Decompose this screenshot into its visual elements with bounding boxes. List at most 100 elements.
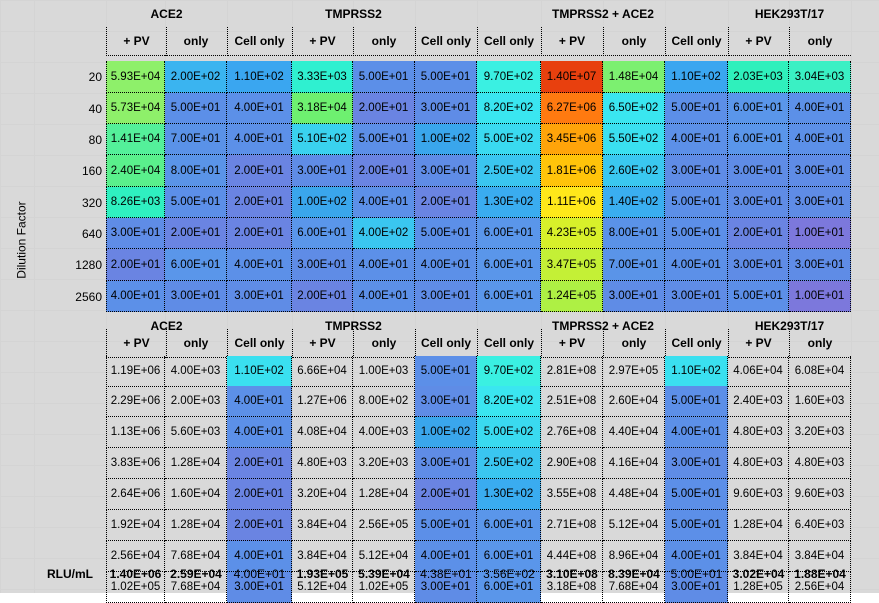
rlu-value: 3.02E+04 <box>732 567 785 581</box>
value-cell: 1.28E+04 <box>353 479 415 510</box>
group-header: ACE2 <box>150 7 183 21</box>
value-cell: 6.66E+04 <box>292 356 353 387</box>
heatmap-cell: 4.00E+01 <box>415 249 477 281</box>
value-cell: 4.80E+03 <box>292 448 353 479</box>
column-header: only <box>789 27 851 56</box>
heatmap-cell: 5.10E+02 <box>292 124 353 155</box>
rlu-value: 2.59E+04 <box>170 567 222 581</box>
heatmap-cell: 3.00E+01 <box>415 281 477 312</box>
column-header-lower: only <box>603 329 666 358</box>
column-header: only <box>353 27 416 56</box>
heatmap-cell: 4.00E+01 <box>227 124 292 155</box>
value-cell: 2.64E+06 <box>106 479 165 510</box>
value-cell: 2.51E+08 <box>541 386 603 417</box>
column-header-lower: only <box>353 329 416 358</box>
heatmap-cell: 3.00E+01 <box>292 249 353 281</box>
value-cell: 4.80E+03 <box>728 417 789 448</box>
heatmap-cell: 2.00E+02 <box>165 61 227 93</box>
value-cell: 6.00E+01 <box>477 541 541 572</box>
heatmap-cell: 6.27E+06 <box>541 93 603 124</box>
value-cell: 4.16E+04 <box>603 448 665 479</box>
heatmap-cell: 7.00E+01 <box>603 249 665 281</box>
heatmap-cell: 5.00E+01 <box>665 187 728 218</box>
heatmap-cell: 2.00E+01 <box>227 155 292 187</box>
heatmap-cell: 8.26E+03 <box>106 187 165 218</box>
value-cell: 3.84E+04 <box>292 510 353 541</box>
heatmap-cell: 5.00E+01 <box>728 281 789 312</box>
value-cell: 2.97E+05 <box>603 356 665 387</box>
heatmap-cell: 4.00E+01 <box>353 187 415 218</box>
value-cell: 9.60E+03 <box>728 479 789 510</box>
value-cell: 5.00E+02 <box>477 417 541 448</box>
value-cell: 5.12E+04 <box>353 541 415 572</box>
value-cell: 8.00E+02 <box>353 386 415 417</box>
heatmap-cell: 7.00E+01 <box>165 124 227 155</box>
rlu-value: 5.39E+04 <box>358 567 410 581</box>
column-header-lower: Cell only <box>415 329 478 358</box>
column-header: Cell only <box>415 27 478 56</box>
heatmap-cell: 6.00E+01 <box>477 249 541 281</box>
heatmap-cell: 4.00E+01 <box>665 124 728 155</box>
heatmap-cell: 3.00E+01 <box>603 281 665 312</box>
heatmap-cell: 1.40E+02 <box>603 187 665 218</box>
heatmap-cell: 2.00E+01 <box>353 155 415 187</box>
value-cell: 4.00E+03 <box>165 356 227 387</box>
heatmap-cell: 1.00E+01 <box>789 281 851 312</box>
value-cell: 8.96E+04 <box>603 541 665 572</box>
value-cell: 1.13E+06 <box>106 417 165 448</box>
column-header-lower: + PV <box>541 329 604 358</box>
value-cell: 2.00E+01 <box>415 479 477 510</box>
group-header-lower: ACE2 <box>150 319 183 333</box>
column-header: + PV <box>541 27 604 56</box>
heatmap-cell: 3.00E+01 <box>728 187 789 218</box>
value-cell: 2.00E+03 <box>165 386 227 417</box>
heatmap-cell: 4.00E+01 <box>789 93 851 124</box>
dilution-label: 2560 <box>75 289 102 304</box>
heatmap-cell: 5.00E+01 <box>415 61 477 93</box>
heatmap-cell: 2.40E+04 <box>106 155 165 187</box>
heatmap-cell: 3.00E+01 <box>789 187 851 218</box>
heatmap-cell: 4.00E+01 <box>106 281 165 312</box>
value-cell: 8.20E+02 <box>477 386 541 417</box>
value-cell: 2.60E+04 <box>603 386 665 417</box>
column-header: + PV <box>728 27 790 56</box>
value-cell: 2.56E+05 <box>353 510 415 541</box>
value-cell: 1.60E+04 <box>165 479 227 510</box>
value-cell: 3.83E+06 <box>106 448 165 479</box>
heatmap-cell: 5.00E+01 <box>415 218 477 249</box>
heatmap-cell: 1.30E+02 <box>477 187 541 218</box>
value-cell: 6.00E+01 <box>477 510 541 541</box>
dilution-label: 40 <box>88 101 102 116</box>
column-header-lower: Cell only <box>477 329 542 358</box>
value-cell: 3.84E+04 <box>789 541 851 572</box>
value-cell: 1.92E+04 <box>106 510 165 541</box>
dilution-label: 80 <box>88 132 102 147</box>
value-cell: 3.55E+08 <box>541 479 603 510</box>
value-cell: 1.28E+04 <box>165 448 227 479</box>
heatmap-cell: 8.00E+01 <box>603 218 665 249</box>
column-header: Cell only <box>227 27 293 56</box>
heatmap-cell: 2.00E+01 <box>227 187 292 218</box>
heatmap-cell: 5.00E+01 <box>353 124 415 155</box>
value-cell: 1.10E+02 <box>227 356 292 387</box>
value-cell: 3.00E+01 <box>415 386 477 417</box>
column-header-lower: + PV <box>292 329 354 358</box>
value-cell: 4.00E+01 <box>227 541 292 572</box>
heatmap-cell: 3.33E+03 <box>292 61 353 93</box>
value-cell: 1.00E+03 <box>353 356 415 387</box>
column-header-lower: Cell only <box>227 329 293 358</box>
heatmap-cell: 3.00E+01 <box>789 249 851 281</box>
value-cell: 2.00E+01 <box>227 448 292 479</box>
value-cell: 5.00E+01 <box>415 356 477 387</box>
value-cell: 4.00E+01 <box>415 541 477 572</box>
value-cell: 3.20E+03 <box>353 448 415 479</box>
heatmap-cell: 2.00E+01 <box>415 187 477 218</box>
heatmap-cell: 2.00E+01 <box>292 281 353 312</box>
rlu-label: RLU/mL <box>47 567 93 581</box>
value-cell: 3.84E+04 <box>292 541 353 572</box>
heatmap-cell: 5.00E+01 <box>165 187 227 218</box>
group-header: TMPRSS2 + ACE2 <box>552 7 654 21</box>
value-cell: 9.60E+03 <box>789 479 851 510</box>
heatmap-cell: 6.00E+01 <box>165 249 227 281</box>
value-cell: 1.10E+02 <box>665 356 728 387</box>
